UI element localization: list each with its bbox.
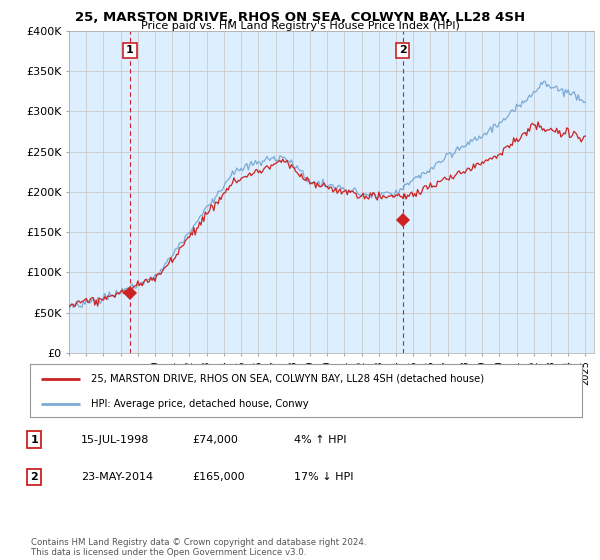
Text: 1: 1 (31, 435, 38, 445)
Text: 1: 1 (126, 45, 134, 55)
Text: 23-MAY-2014: 23-MAY-2014 (81, 472, 153, 482)
Text: HPI: Average price, detached house, Conwy: HPI: Average price, detached house, Conw… (91, 399, 308, 409)
Text: 17% ↓ HPI: 17% ↓ HPI (294, 472, 353, 482)
Text: 2: 2 (31, 472, 38, 482)
Text: 15-JUL-1998: 15-JUL-1998 (81, 435, 149, 445)
Text: 25, MARSTON DRIVE, RHOS ON SEA, COLWYN BAY, LL28 4SH (detached house): 25, MARSTON DRIVE, RHOS ON SEA, COLWYN B… (91, 374, 484, 384)
Text: Price paid vs. HM Land Registry's House Price Index (HPI): Price paid vs. HM Land Registry's House … (140, 21, 460, 31)
Text: 4% ↑ HPI: 4% ↑ HPI (294, 435, 347, 445)
Text: £165,000: £165,000 (192, 472, 245, 482)
Text: Contains HM Land Registry data © Crown copyright and database right 2024.
This d: Contains HM Land Registry data © Crown c… (31, 538, 367, 557)
Text: 25, MARSTON DRIVE, RHOS ON SEA, COLWYN BAY, LL28 4SH: 25, MARSTON DRIVE, RHOS ON SEA, COLWYN B… (75, 11, 525, 24)
Text: 2: 2 (399, 45, 407, 55)
Text: £74,000: £74,000 (192, 435, 238, 445)
